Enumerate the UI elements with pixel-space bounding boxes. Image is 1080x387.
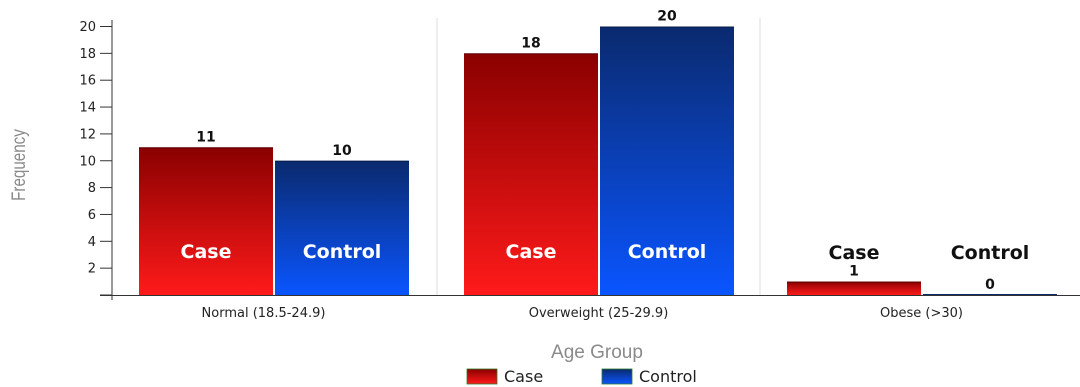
series-label-case: Case: [829, 242, 880, 264]
x-category-label: Overweight (25-29.9): [529, 306, 669, 321]
data-label: 10: [332, 143, 352, 159]
legend: Case Control: [466, 367, 697, 386]
bar-layer: [139, 26, 1057, 295]
legend-label: Case: [504, 367, 543, 386]
bar-case: [464, 53, 598, 295]
x-category-label: Obese (>30): [880, 306, 963, 321]
data-label: 11: [196, 129, 215, 145]
label-layer: 11Case10Control18Case20Control1Case0Cont…: [181, 9, 1030, 294]
bar-case: [139, 147, 273, 295]
bar-case: [787, 281, 921, 295]
series-label-control: Control: [951, 242, 1030, 264]
y-tick-label: 16: [79, 74, 96, 89]
y-tick-label: 18: [79, 47, 96, 62]
data-label: 0: [985, 277, 995, 293]
x-category-label: Normal (18.5-24.9): [202, 306, 326, 321]
bar-control: [923, 294, 1057, 295]
grid-layer: [436, 18, 761, 295]
legend-swatch: [466, 368, 498, 385]
series-label-case: Case: [181, 241, 232, 263]
legend-item-case: Case: [466, 367, 543, 386]
y-tick-label: 12: [79, 127, 96, 142]
y-tick-label: 8: [88, 181, 96, 196]
series-label-control: Control: [303, 241, 382, 263]
legend-item-control: Control: [601, 367, 697, 386]
y-tick-label: 6: [88, 208, 96, 223]
y-tick-label: 10: [79, 154, 96, 169]
y-tick-label: 20: [79, 20, 96, 35]
y-tick-label: 2: [88, 262, 96, 277]
series-label-control: Control: [628, 241, 707, 263]
x-axis-title: Age Group: [551, 342, 643, 363]
y-tick-label: 14: [79, 101, 96, 116]
y-tick-label: 4: [88, 235, 96, 250]
legend-label: Control: [639, 367, 697, 386]
bar-control: [600, 26, 734, 295]
data-label: 1: [849, 264, 859, 280]
data-label: 18: [521, 35, 540, 51]
series-label-case: Case: [506, 241, 557, 263]
legend-swatch: [601, 368, 633, 385]
bar-control: [275, 160, 409, 295]
data-label: 20: [657, 9, 677, 25]
y-axis-title: Frequency: [7, 129, 29, 201]
